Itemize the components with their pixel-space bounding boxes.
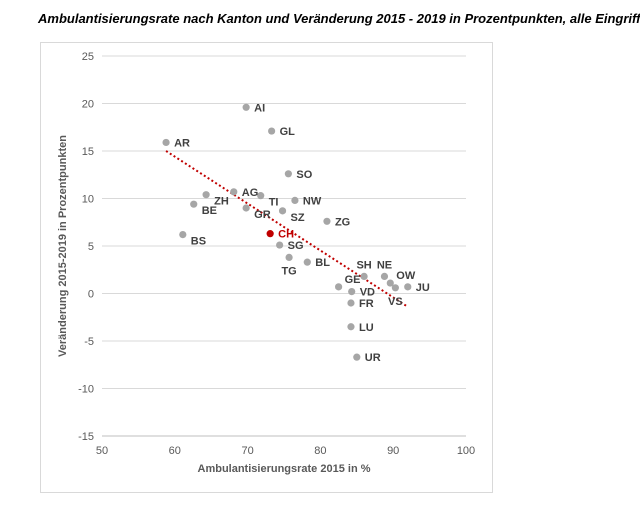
label-sz: SZ xyxy=(291,212,305,224)
label-vd: VD xyxy=(360,287,375,299)
label-bs: BS xyxy=(191,236,206,248)
y-axis-label: Veränderung 2015-2019 in Prozentpunkten xyxy=(57,135,69,357)
grid-lines xyxy=(102,55,466,437)
x-tick-label: 80 xyxy=(314,445,326,457)
y-tick-label: 15 xyxy=(82,146,94,158)
point-so xyxy=(284,170,292,178)
label-zg: ZG xyxy=(335,216,350,228)
label-ge: GE xyxy=(345,274,361,286)
chart-title: Ambulantisierungsrate nach Kanton und Ve… xyxy=(38,11,640,26)
label-be: BE xyxy=(202,205,217,217)
label-ur: UR xyxy=(365,352,381,364)
label-sg: SG xyxy=(288,240,304,252)
x-tick-label: 60 xyxy=(169,445,181,457)
label-ar: AR xyxy=(174,137,190,149)
label-vs: VS xyxy=(388,296,403,308)
label-fr: FR xyxy=(359,298,374,310)
x-tick-label: 100 xyxy=(457,445,475,457)
x-tick-label: 50 xyxy=(96,445,108,457)
point-vs xyxy=(391,284,399,292)
label-nw: NW xyxy=(303,195,322,207)
point-zg xyxy=(323,217,331,225)
label-tg: TG xyxy=(281,265,296,277)
data-points xyxy=(162,103,412,361)
point-fr xyxy=(347,299,355,307)
point-ti xyxy=(257,192,265,200)
label-bl: BL xyxy=(315,257,330,269)
point-be xyxy=(190,200,198,208)
y-tick-label: 0 xyxy=(88,289,94,301)
point-nw xyxy=(291,196,299,204)
point-ai xyxy=(242,103,250,111)
point-gl xyxy=(268,127,276,135)
point-zh xyxy=(202,191,210,199)
x-tick-label: 90 xyxy=(387,445,399,457)
point-sz xyxy=(278,207,287,215)
x-axis-label: Ambulantisierungsrate 2015 in % xyxy=(198,463,371,475)
point-ge xyxy=(335,283,343,291)
trendline xyxy=(165,150,409,308)
point-tg xyxy=(285,253,293,261)
point-sg xyxy=(276,241,284,249)
label-sh: SH xyxy=(356,259,371,271)
label-gl: GL xyxy=(280,126,296,138)
label-ju: JU xyxy=(416,282,430,294)
label-ne: NE xyxy=(377,259,392,271)
label-lu: LU xyxy=(359,322,374,334)
point-ur xyxy=(353,353,361,361)
point-ch xyxy=(266,230,274,238)
y-tick-label: 10 xyxy=(82,194,94,206)
label-zh: ZH xyxy=(214,196,229,208)
point-ne xyxy=(380,272,389,280)
y-tick-label: 20 xyxy=(82,99,94,111)
y-tick-label: 25 xyxy=(82,51,94,63)
point-ag xyxy=(230,188,238,196)
y-tick-label: -15 xyxy=(78,431,94,443)
point-gr xyxy=(242,204,250,212)
label-ow: OW xyxy=(396,270,416,282)
point-lu xyxy=(347,323,355,331)
point-ar xyxy=(162,138,170,147)
point-bl xyxy=(303,258,311,266)
y-tick-label: -5 xyxy=(84,336,94,348)
point-ow xyxy=(386,279,394,287)
point-bs xyxy=(179,231,187,239)
y-tick-label: -10 xyxy=(78,384,94,396)
label-gr: GR xyxy=(254,209,271,221)
label-ai: AI xyxy=(254,102,265,114)
tick-labels: -15 -10 -5 0 5 10 15 20 25 50 60 70 80 90 100 xyxy=(78,51,475,457)
point-sh xyxy=(360,272,368,280)
point-vd xyxy=(348,288,356,296)
label-ag: AG xyxy=(242,187,259,199)
label-ch: CH xyxy=(278,229,294,241)
x-tick-label: 70 xyxy=(241,445,253,457)
point-ju xyxy=(404,283,412,291)
label-ti: TI xyxy=(269,197,279,209)
chart-frame xyxy=(40,42,493,493)
label-so: SO xyxy=(296,169,312,181)
y-tick-label: 5 xyxy=(88,241,94,253)
